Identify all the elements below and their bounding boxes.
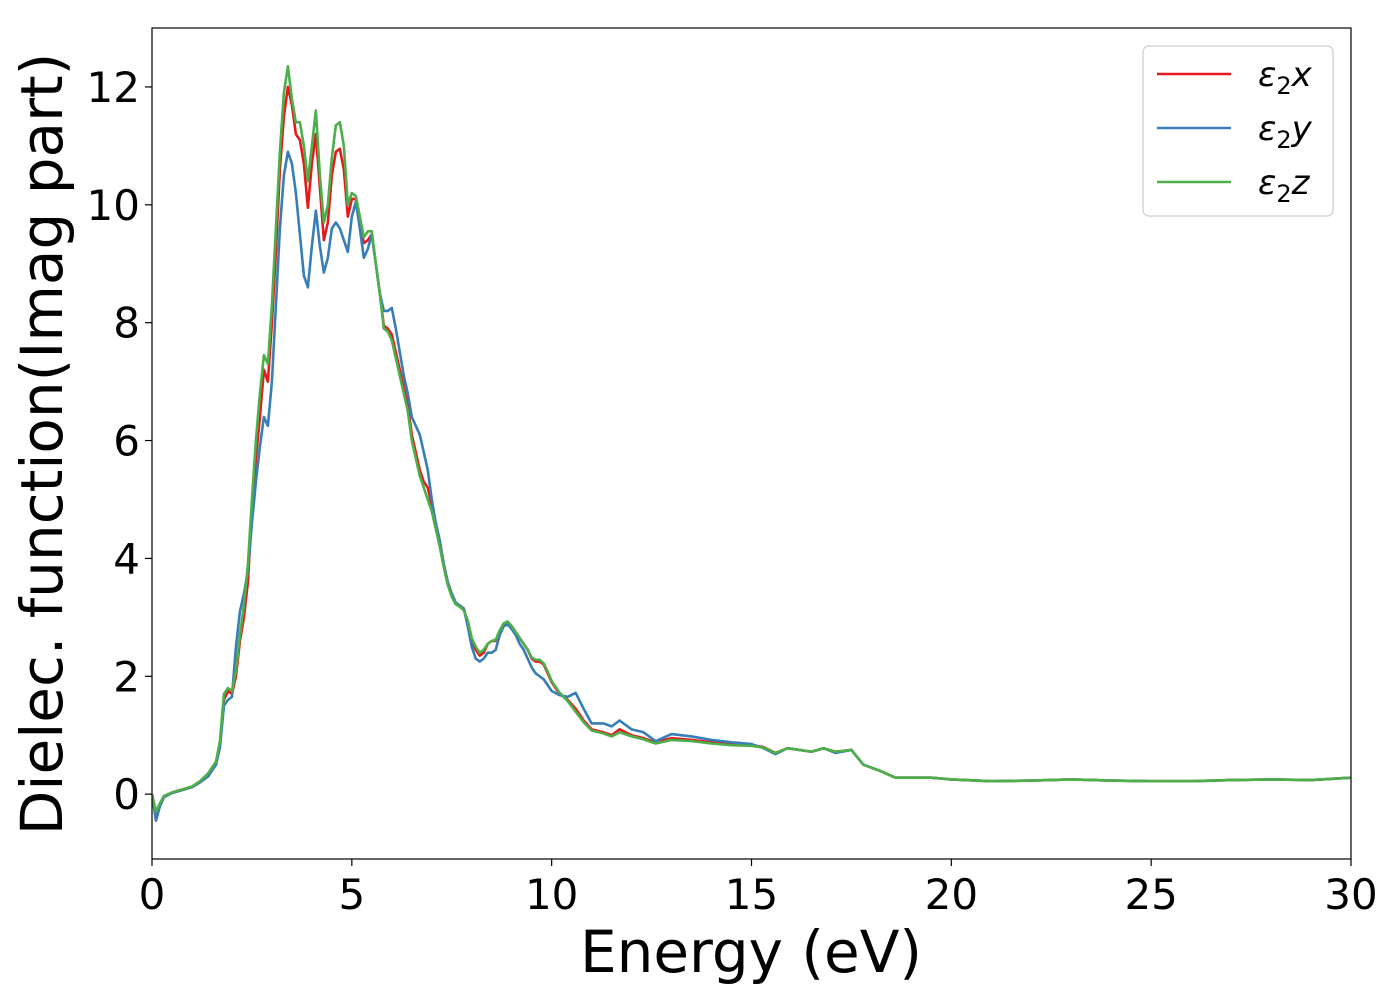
legend-label-x: ε2x (1258, 55, 1313, 100)
y-tick-label: 10 (87, 181, 140, 230)
legend: ε2x ε2y ε2z (1142, 45, 1334, 217)
x-tick-label: 25 (1124, 870, 1177, 919)
y-axis-title: Dielec. function(Imag part) (8, 53, 76, 836)
y-tick-label: 2 (113, 652, 140, 701)
x-tick-label: 10 (525, 870, 578, 919)
legend-label-z: ε2z (1258, 163, 1311, 208)
x-tick-label: 30 (1324, 870, 1377, 919)
x-tick-label: 20 (925, 870, 978, 919)
legend-label-y: ε2y (1258, 109, 1313, 154)
x-tick-label: 5 (338, 870, 365, 919)
y-tick-label: 0 (113, 770, 140, 819)
series-line-y (152, 150, 1351, 822)
legend-box (1142, 45, 1334, 217)
x-axis: 0 5 10 15 20 25 30 (139, 859, 1378, 919)
x-tick-label: 0 (139, 870, 166, 919)
y-tick-label: 12 (87, 63, 140, 112)
y-tick-label: 4 (113, 534, 140, 583)
y-tick-label: 6 (113, 417, 140, 466)
series-line-z (152, 65, 1351, 814)
y-tick-label: 8 (113, 299, 140, 348)
x-tick-label: 15 (725, 870, 778, 919)
y-axis: 0 2 4 6 8 10 12 (87, 63, 152, 819)
series-layer (152, 65, 1351, 822)
x-axis-title: Energy (eV) (580, 918, 922, 986)
